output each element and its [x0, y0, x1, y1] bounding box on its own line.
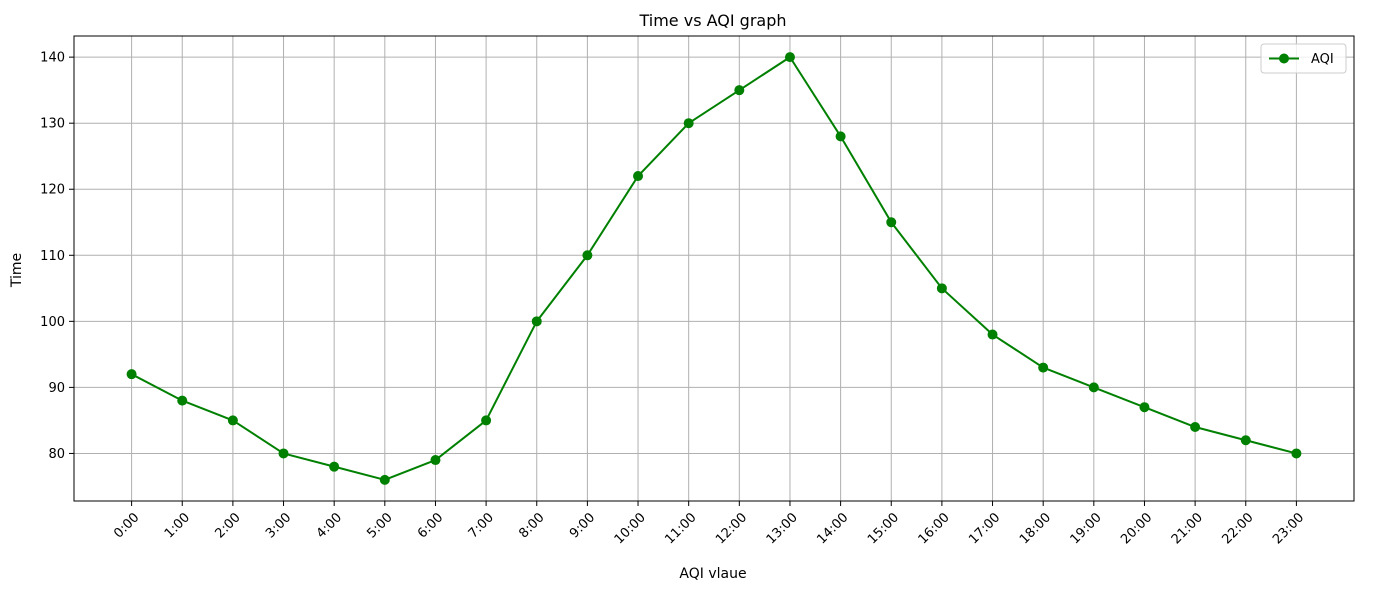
- data-point: [886, 217, 897, 228]
- x-tick-label: 19:00: [1068, 510, 1105, 547]
- x-tick-label: 10:00: [612, 510, 649, 547]
- x-tick-label: 1:00: [162, 510, 193, 541]
- series-lines: [131, 56, 1297, 481]
- data-point: [582, 250, 593, 261]
- data-point: [633, 171, 644, 182]
- legend-marker: [1279, 53, 1289, 64]
- x-tick-label: 3:00: [263, 510, 294, 541]
- data-point: [1038, 362, 1049, 373]
- x-tick-label: 5:00: [364, 510, 395, 541]
- x-tick-label: 4:00: [314, 510, 345, 541]
- x-axis-ticks: 0:00 1:00 2:00 3:00 4:00 5:00 6:00 7:00 8:00 9:00…: [111, 501, 1307, 547]
- data-point: [683, 118, 694, 129]
- x-tick-label: 13:00: [764, 510, 801, 547]
- data-point: [987, 329, 998, 340]
- chart-title: Time vs AQI graph: [638, 11, 786, 30]
- x-tick-label: 8:00: [516, 510, 547, 541]
- x-tick-label: 7:00: [466, 510, 497, 541]
- legend: AQI: [1260, 43, 1347, 74]
- y-tick-label: 100: [40, 315, 65, 330]
- grid-lines: [74, 36, 1354, 501]
- x-tick-label: 11:00: [662, 510, 699, 547]
- data-point: [734, 85, 745, 96]
- x-tick-label: 23:00: [1270, 510, 1307, 547]
- data-point: [430, 455, 441, 466]
- y-axis-label: Time: [9, 253, 25, 288]
- data-point: [329, 461, 340, 472]
- series-line-aqi: [131, 56, 1297, 481]
- y-tick-label: 110: [40, 249, 65, 264]
- data-point: [1291, 448, 1302, 459]
- y-tick-label: 80: [48, 447, 65, 462]
- plot-frame: [73, 35, 1355, 502]
- series-markers: [126, 52, 1302, 485]
- data-point: [1088, 382, 1099, 393]
- data-point: [784, 52, 795, 63]
- x-tick-label: 15:00: [865, 510, 902, 547]
- x-tick-label: 16:00: [916, 510, 953, 547]
- data-point: [379, 474, 390, 485]
- data-point: [227, 415, 238, 426]
- data-point: [278, 448, 289, 459]
- legend-label: AQI: [1311, 52, 1334, 67]
- data-point: [835, 131, 846, 142]
- legend-box: [1260, 43, 1347, 74]
- y-tick-label: 90: [48, 381, 65, 396]
- x-tick-label: 6:00: [415, 510, 446, 541]
- y-tick-label: 120: [40, 183, 65, 198]
- x-tick-label: 18:00: [1017, 510, 1054, 547]
- x-tick-label: 21:00: [1169, 510, 1206, 547]
- x-tick-label: 22:00: [1219, 510, 1256, 547]
- x-axis-label: AQI vlaue: [679, 566, 746, 582]
- data-point: [1190, 422, 1201, 433]
- data-point: [1240, 435, 1251, 446]
- data-point: [177, 395, 188, 406]
- x-tick-label: 14:00: [814, 510, 851, 547]
- y-tick-label: 140: [40, 51, 65, 66]
- data-point: [1139, 402, 1150, 413]
- data-point: [481, 415, 492, 426]
- x-tick-label: 9:00: [567, 510, 598, 541]
- data-point: [936, 283, 947, 294]
- y-tick-label: 130: [40, 117, 65, 132]
- x-tick-label: 17:00: [966, 510, 1003, 547]
- data-point: [531, 316, 542, 327]
- x-tick-label: 0:00: [111, 510, 142, 541]
- data-point: [126, 369, 137, 380]
- y-axis-ticks: 80 90 100 110 120 130 140: [40, 51, 74, 462]
- x-tick-label: 20:00: [1118, 510, 1155, 547]
- x-tick-label: 2:00: [212, 510, 243, 541]
- x-tick-label: 12:00: [713, 510, 750, 547]
